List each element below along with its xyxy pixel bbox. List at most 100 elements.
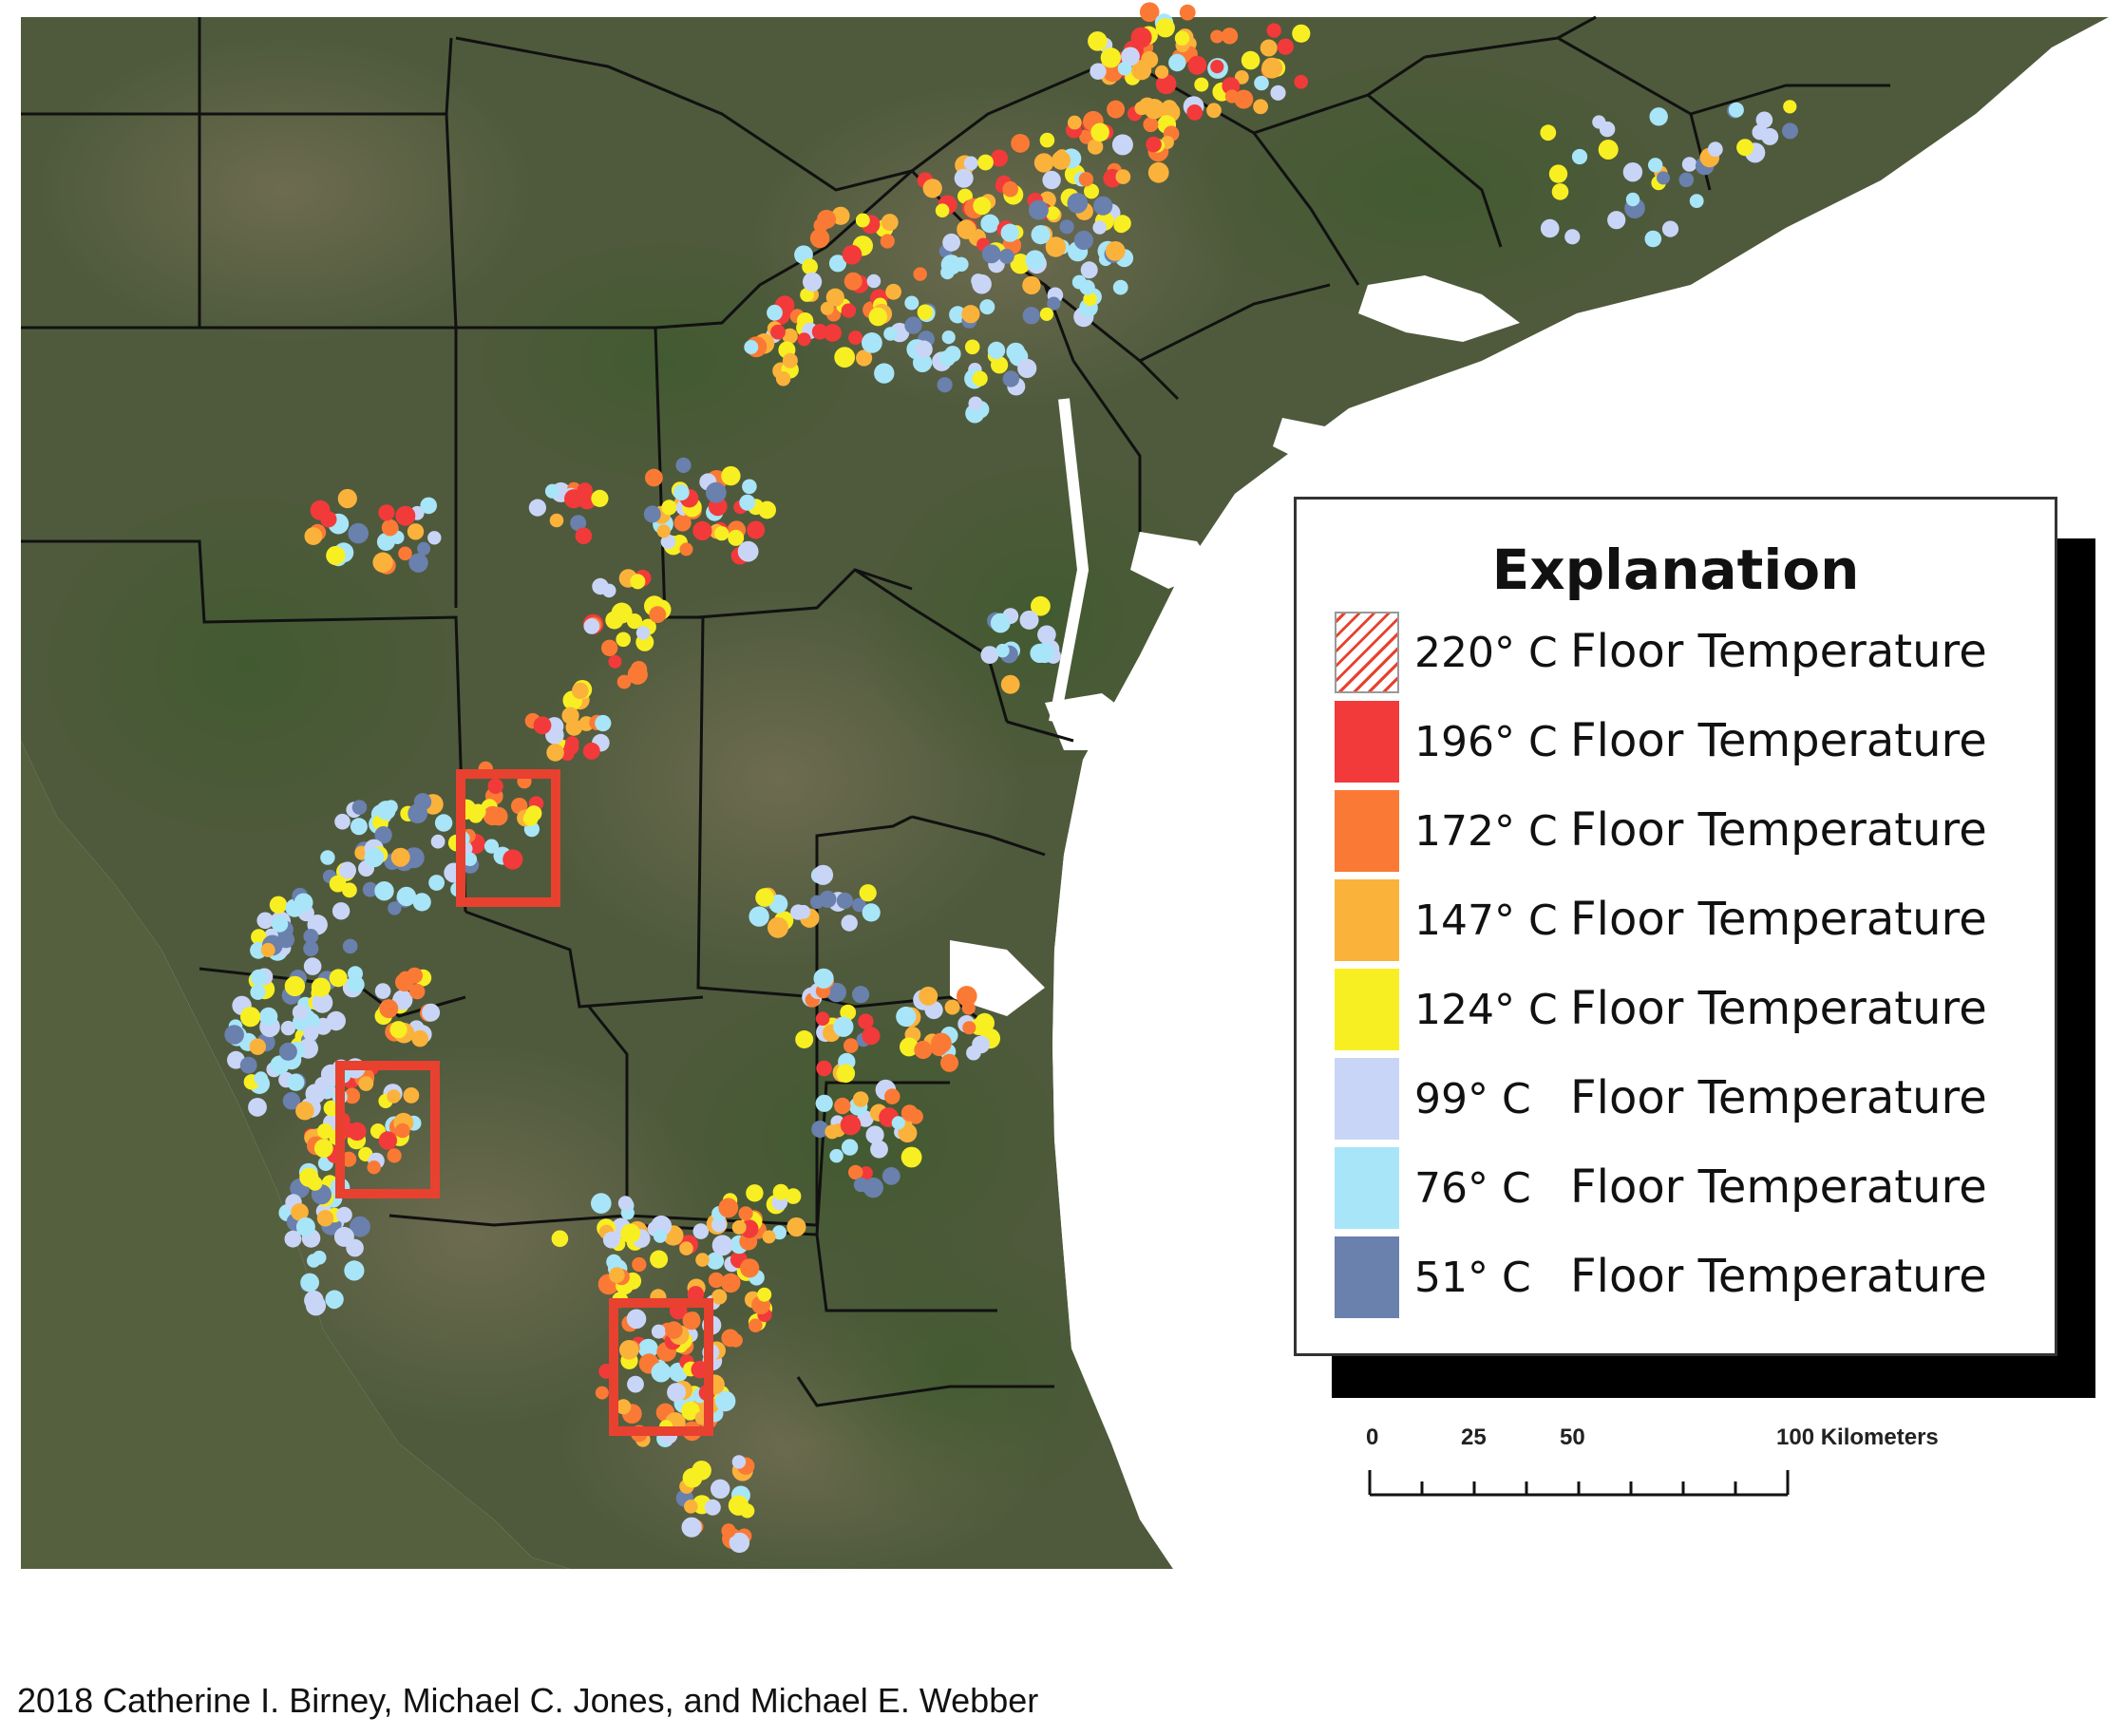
legend-label: Floor Temperature	[1570, 1071, 1987, 1124]
legend-temp: 99° C	[1414, 1075, 1531, 1123]
legend-swatch	[1335, 701, 1399, 783]
well-point	[483, 839, 500, 854]
well-point	[564, 489, 584, 509]
well-point	[954, 168, 974, 188]
well-point	[1168, 53, 1186, 72]
well-point	[1113, 217, 1129, 234]
well-point	[656, 524, 671, 538]
well-point	[1067, 193, 1089, 214]
well-point	[390, 847, 410, 867]
well-point	[1112, 279, 1128, 295]
well-point	[617, 1196, 634, 1211]
well-point	[317, 1123, 333, 1140]
well-point	[316, 1210, 334, 1227]
well-point	[351, 800, 368, 815]
well-point	[1179, 4, 1196, 21]
well-point	[695, 1253, 710, 1267]
well-point	[1078, 172, 1094, 187]
well-point	[595, 1386, 609, 1400]
well-point	[841, 303, 857, 318]
well-point	[1039, 307, 1053, 321]
well-point	[396, 886, 417, 907]
well-point	[738, 1206, 753, 1221]
well-point	[408, 553, 428, 573]
well-point	[314, 1076, 331, 1093]
well-point	[348, 522, 370, 544]
well-point	[1025, 250, 1045, 271]
well-point	[885, 283, 901, 300]
well-point	[904, 316, 922, 334]
well-point	[284, 975, 306, 997]
well-point	[312, 1250, 327, 1265]
well-point	[1155, 18, 1175, 38]
well-point	[609, 1267, 625, 1283]
well-point	[977, 154, 994, 171]
well-point	[852, 986, 870, 1004]
well-point	[940, 265, 955, 280]
well-point	[379, 999, 399, 1019]
well-point	[430, 834, 445, 849]
well-point	[1292, 24, 1311, 43]
well-point	[1782, 123, 1798, 140]
well-point	[645, 468, 663, 487]
well-point	[957, 219, 976, 239]
well-point	[740, 1258, 760, 1278]
legend-item: 51° C Floor Temperature	[1335, 1236, 2038, 1322]
well-point	[802, 258, 818, 275]
well-point	[561, 707, 579, 725]
well-point	[616, 1399, 632, 1415]
well-point	[848, 330, 863, 346]
well-point	[367, 1160, 381, 1175]
legend-swatch	[1335, 1236, 1399, 1318]
legend-swatch	[1335, 1147, 1399, 1229]
well-point	[1234, 70, 1249, 85]
well-point	[841, 1139, 859, 1156]
legend-title: Explanation	[1491, 538, 1860, 602]
well-point	[250, 969, 268, 987]
well-point	[1592, 115, 1606, 129]
well-point	[896, 1006, 917, 1028]
well-point	[862, 332, 882, 353]
well-point	[1039, 132, 1055, 148]
well-point	[772, 1225, 787, 1240]
well-point	[1052, 150, 1071, 170]
legend-item: 220° C Floor Temperature	[1335, 612, 2038, 697]
well-point	[859, 884, 877, 902]
well-point	[931, 1032, 952, 1054]
well-point	[833, 1016, 854, 1037]
well-point	[836, 892, 854, 910]
well-point	[826, 982, 846, 1003]
well-point	[528, 499, 547, 517]
well-point	[746, 1184, 764, 1202]
well-point	[979, 299, 995, 315]
well-point	[711, 1235, 733, 1256]
highlight-box-north	[456, 769, 560, 907]
well-point	[251, 929, 267, 945]
well-point	[583, 618, 600, 634]
well-point	[961, 1001, 976, 1015]
well-point	[240, 1007, 261, 1028]
well-point	[940, 1053, 958, 1072]
legend-swatch	[1335, 790, 1399, 872]
well-point	[944, 346, 961, 363]
well-point	[834, 1097, 851, 1115]
well-point	[684, 1500, 698, 1514]
highlight-box-south	[609, 1298, 713, 1436]
well-point	[1689, 194, 1704, 209]
well-point	[682, 1311, 701, 1330]
well-point	[1174, 30, 1190, 46]
legend: Explanation 220° C Floor Temperature 196° …	[1294, 497, 2057, 1356]
legend-temp: 220° C	[1414, 629, 1558, 677]
well-point	[922, 179, 942, 198]
well-point	[852, 1091, 869, 1107]
well-point	[721, 1523, 736, 1538]
well-point	[987, 341, 1006, 360]
well-point	[342, 938, 358, 954]
well-point	[463, 852, 478, 866]
well-point	[1755, 111, 1773, 129]
well-point	[1080, 261, 1098, 279]
well-point	[1186, 104, 1204, 121]
well-point	[629, 666, 643, 680]
well-point	[937, 377, 953, 393]
well-point	[389, 1021, 408, 1039]
